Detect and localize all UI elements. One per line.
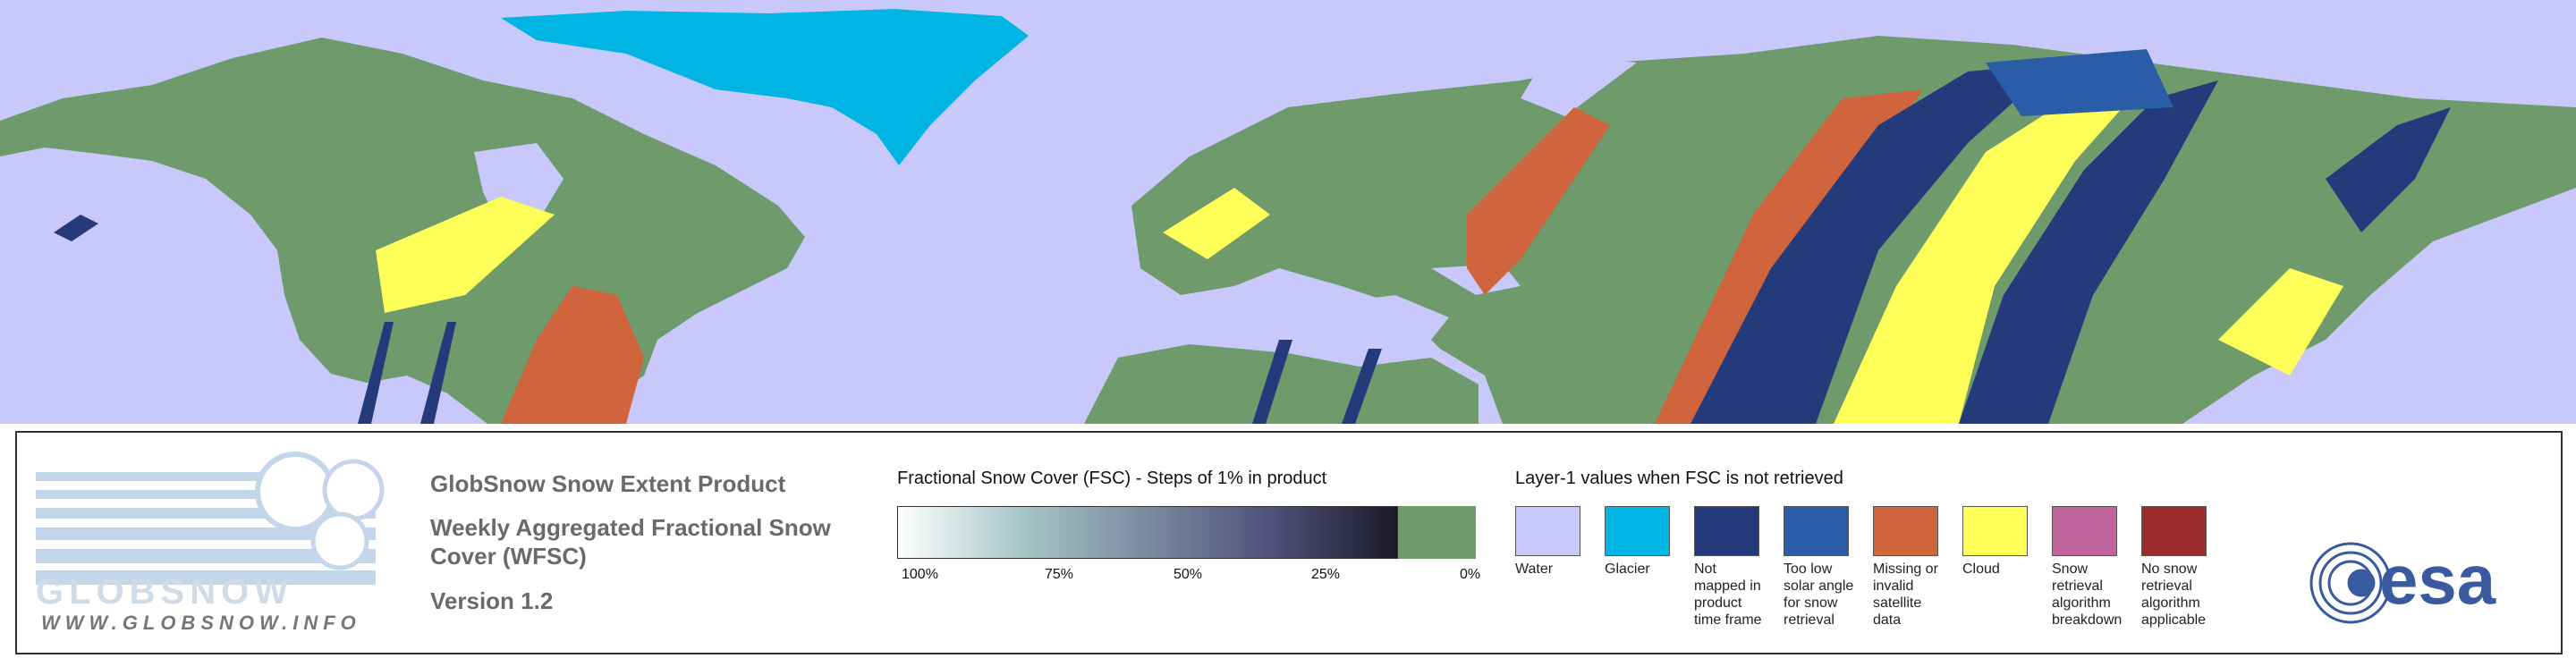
map [0, 9, 2576, 424]
fsc-title: Fractional Snow Cover (FSC) - Steps of 1… [897, 469, 1327, 488]
layer1-swatch [2052, 506, 2117, 556]
layer1-label: Cloud [1962, 561, 2000, 577]
esa-logo-graphic [2309, 542, 2392, 624]
layer1-swatch [1694, 506, 1759, 556]
version: Version 1.2 [430, 587, 554, 614]
esa-text: esa [2379, 540, 2496, 619]
layer1-swatch [1873, 506, 1938, 556]
layer1-title: Layer-1 values when FSC is not retrieved [1515, 469, 1843, 488]
layer1-label: Too low solar angle for snow retrieval [1784, 561, 1854, 628]
globsnow-logo-graphic [36, 452, 385, 585]
fsc-gradient [897, 506, 1398, 559]
layer1-label: Glacier [1605, 561, 1650, 577]
layer1-swatch [1605, 506, 1670, 556]
layer1-label: No snow retrieval algorithm applicable [2141, 561, 2207, 628]
layer1-swatch [1784, 506, 1849, 556]
fsc-label: 100% [902, 567, 938, 582]
subtitle: Weekly Aggregated Fractional Snow Cover … [430, 514, 831, 570]
fsc-label: 50% [1174, 567, 1203, 582]
layer1-label: Water [1515, 561, 1554, 577]
layer1-label: Missing or invalid satellite data [1873, 561, 1938, 628]
fsc-label: 75% [1045, 567, 1074, 582]
logo-name: GLOBSNOW [36, 572, 293, 612]
fsc-label: 25% [1311, 567, 1341, 582]
layer1-swatch [1515, 506, 1580, 556]
layer1-swatch [2141, 506, 2207, 556]
fsc-zero-swatch [1398, 506, 1476, 559]
layer1-swatch [1962, 506, 2028, 556]
fsc-label: 0% [1460, 567, 1481, 582]
layer1-label: Not mapped in product time frame [1694, 561, 1762, 628]
logo-url: WWW.GLOBSNOW.INFO [41, 612, 361, 634]
product-title: GlobSnow Snow Extent Product [430, 470, 786, 497]
layer1-label: Snow retrieval algorithm breakdown [2052, 561, 2123, 628]
